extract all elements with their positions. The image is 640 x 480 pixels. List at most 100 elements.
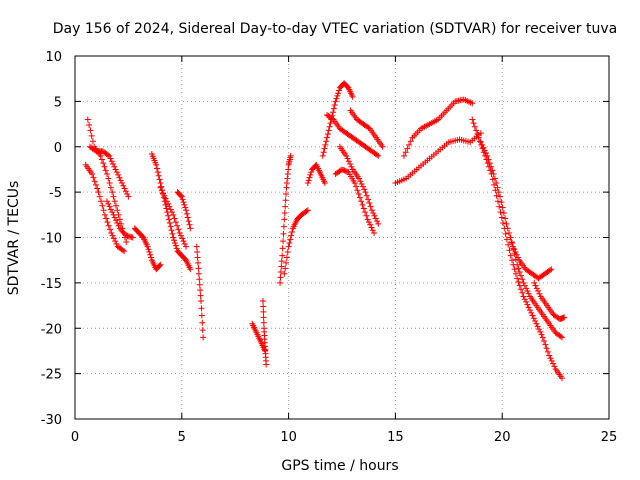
- data-point-sat-a: [96, 193, 103, 200]
- data-point-sat-c: [118, 180, 125, 187]
- data-point-sat-d: [109, 209, 116, 216]
- data-point-sat-b: [101, 163, 108, 170]
- data-point-sat-d: [118, 226, 125, 233]
- data-point-sat-n: [283, 254, 290, 261]
- data-point-sat-y: [515, 265, 522, 272]
- data-point-sat-o: [321, 180, 328, 187]
- data-markers: [82, 80, 568, 382]
- data-point-sat-b: [113, 202, 120, 209]
- data-point-sat-g: [176, 229, 183, 236]
- data-point-sat-w: [547, 355, 554, 362]
- data-point-sat-e: [157, 261, 164, 268]
- y-tick-label: -30: [41, 413, 62, 428]
- data-point-sat-f: [165, 212, 172, 219]
- data-point-sat-c: [121, 185, 128, 192]
- data-point-sat-c: [122, 188, 129, 195]
- data-point-sat-r: [341, 167, 348, 174]
- data-point-sat-w: [493, 192, 500, 199]
- data-point-sat-c: [125, 193, 132, 200]
- data-point-sat-t: [365, 124, 372, 131]
- data-point-sat-x: [494, 184, 501, 191]
- data-point-sat-j: [198, 305, 205, 312]
- data-point-sat-b: [109, 189, 116, 196]
- data-point-sat-a: [112, 238, 119, 245]
- data-point-sat-d: [110, 211, 117, 218]
- data-point-sat-p: [334, 92, 341, 99]
- data-point-sat-r: [360, 205, 367, 212]
- data-point-sat-a: [100, 207, 107, 214]
- data-point-sat-w: [524, 301, 531, 308]
- data-point-sat-s: [370, 209, 377, 216]
- data-point-sat-w: [509, 257, 516, 264]
- data-point-sat-b: [123, 239, 130, 246]
- data-point-sat-n: [289, 229, 296, 236]
- data-point-sat-p: [327, 120, 334, 127]
- data-point-sat-b: [104, 170, 111, 177]
- data-point-sat-g: [163, 198, 170, 205]
- data-point-sat-r: [344, 168, 351, 175]
- data-point-sat-o: [306, 174, 313, 181]
- data-point-sat-w: [548, 357, 555, 364]
- data-point-sat-w: [517, 286, 524, 293]
- data-point-sat-h: [173, 245, 180, 252]
- data-point-sat-w: [525, 304, 532, 311]
- x-tick-label: 15: [387, 430, 404, 445]
- data-point-sat-o: [305, 177, 312, 184]
- data-point-sat-i: [178, 193, 185, 200]
- data-point-sat-c: [120, 182, 127, 189]
- data-point-sat-s: [362, 189, 369, 196]
- data-point-sat-m: [277, 274, 284, 281]
- data-point-sat-a: [89, 170, 96, 177]
- data-point-sat-p: [336, 87, 343, 94]
- data-point-sat-x: [480, 144, 487, 151]
- data-point-sat-n: [288, 232, 295, 239]
- data-point-sat-g: [158, 187, 165, 194]
- data-point-sat-x: [486, 160, 493, 167]
- data-point-sat-w: [473, 127, 480, 134]
- data-point-sat-j: [195, 270, 202, 277]
- data-point-sat-n: [282, 265, 289, 272]
- data-point-sat-x: [499, 204, 506, 211]
- data-point-sat-c: [117, 177, 124, 184]
- x-tick-label: 5: [178, 430, 186, 445]
- x-tick-label: 20: [494, 430, 511, 445]
- data-point-sat-c: [111, 163, 118, 170]
- data-point-sat-o: [308, 169, 315, 176]
- data-point-sat-w: [537, 328, 544, 335]
- data-point-sat-w: [511, 266, 518, 273]
- data-point-sat-b: [110, 193, 117, 200]
- data-point-sat-m: [277, 268, 284, 275]
- data-point-sat-a: [91, 178, 98, 185]
- data-point-sat-e: [146, 249, 153, 256]
- data-point-sat-f: [154, 169, 161, 176]
- data-point-sat-p: [323, 138, 330, 145]
- data-point-sat-g: [180, 238, 187, 245]
- data-point-sat-y: [510, 245, 517, 252]
- data-point-sat-j: [200, 334, 207, 341]
- data-point-sat-p: [325, 127, 332, 134]
- data-point-sat-g: [170, 211, 177, 218]
- data-point-sat-m: [281, 216, 288, 223]
- data-point-sat-a: [107, 226, 114, 233]
- data-point-sat-f: [155, 172, 162, 179]
- data-point-sat-n: [284, 249, 291, 256]
- data-point-sat-r: [339, 166, 345, 173]
- data-point-sat-x: [502, 215, 509, 222]
- data-point-sat-b: [116, 216, 123, 223]
- data-point-sat-j: [194, 254, 201, 261]
- data-point-sat-s: [367, 203, 374, 210]
- data-point-sat-p: [326, 123, 333, 130]
- data-point-sat-q: [329, 115, 336, 122]
- data-point-sat-s: [363, 192, 370, 199]
- data-point-sat-r: [367, 221, 374, 228]
- data-point-sat-w: [523, 298, 530, 305]
- data-point-sat-j: [198, 312, 205, 319]
- data-point-sat-m: [280, 238, 287, 245]
- data-point-sat-y: [521, 282, 528, 289]
- y-tick-label: -15: [41, 277, 62, 292]
- y-tick-label: 0: [54, 141, 62, 156]
- data-point-sat-d: [115, 222, 122, 229]
- data-point-sat-m: [280, 230, 287, 237]
- data-point-sat-f: [162, 201, 169, 208]
- data-point-sat-c: [107, 155, 114, 162]
